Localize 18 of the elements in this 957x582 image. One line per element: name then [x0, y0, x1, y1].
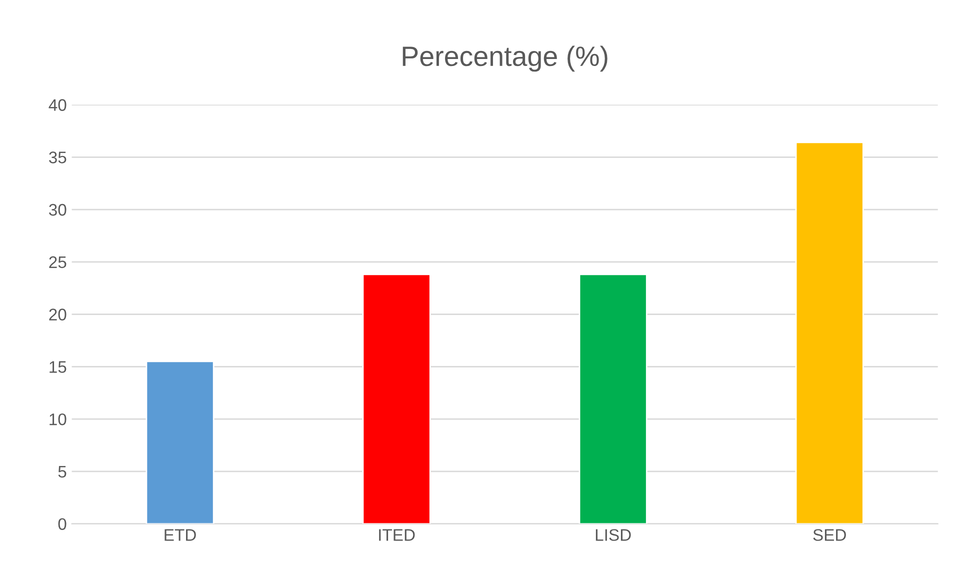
- y-tick-label: 15: [50, 361, 66, 373]
- y-tick-label: 40: [48, 99, 66, 111]
- x-tick-label: ETD: [164, 529, 196, 541]
- bar: [146, 360, 214, 524]
- y-tick-label: 10: [50, 413, 66, 426]
- y-tick-label: 25: [49, 256, 66, 268]
- x-tick-label: LISD: [596, 529, 631, 541]
- x-tick-label: ITED: [379, 529, 415, 541]
- bar: [795, 142, 864, 524]
- y-tick-label: 35: [49, 152, 66, 164]
- x-tick-label: SED: [813, 529, 846, 541]
- bar: [362, 274, 431, 524]
- y-tick-label: 30: [49, 204, 66, 216]
- chart-title: Perecentage (%): [402, 46, 608, 72]
- y-tick-label: 20: [49, 308, 66, 320]
- y-tick-label: 5: [58, 466, 66, 478]
- y-tick-label: 0: [58, 518, 66, 530]
- bar: [578, 274, 648, 524]
